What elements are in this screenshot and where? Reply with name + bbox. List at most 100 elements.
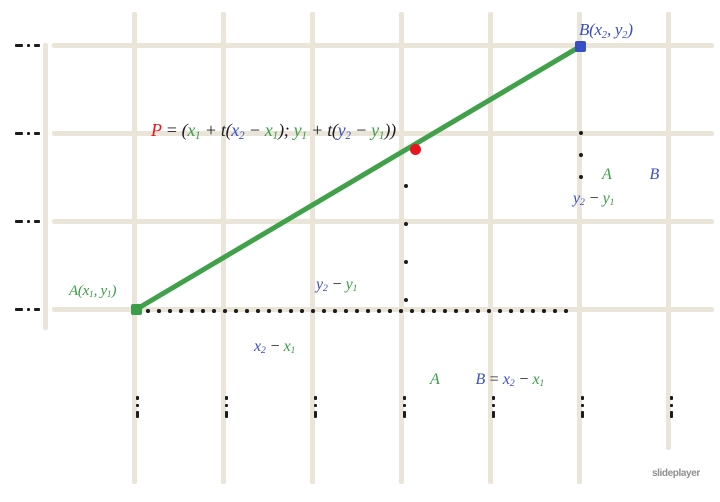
math-subscript: 1 — [352, 283, 358, 295]
math-token: P — [151, 120, 162, 140]
math-token: B — [649, 166, 659, 183]
construction-dot — [399, 309, 403, 313]
segment-ab-line — [134, 43, 582, 312]
y-axis-tick-dash — [34, 132, 40, 135]
construction-dot — [498, 309, 502, 313]
construction-dot — [179, 309, 183, 313]
math-token: y2 — [614, 20, 628, 41]
math-subscript: 1 — [301, 129, 307, 142]
math-token: B — [475, 371, 485, 388]
math-token: t — [327, 120, 332, 140]
construction-dot — [355, 309, 359, 313]
x-axis-tick-dash — [314, 411, 317, 418]
math-token: x2 — [502, 371, 515, 390]
right-dy-label: y2 − y1 — [573, 190, 614, 208]
y-axis-tick-dash — [27, 132, 30, 135]
math-token: , — [606, 20, 615, 39]
math-token: − — [244, 120, 265, 140]
grid-hline — [52, 130, 714, 136]
construction-dot — [223, 309, 227, 313]
x-axis-tick-dash — [670, 396, 673, 400]
grid-hline — [52, 42, 714, 48]
math-token: x1 — [82, 283, 94, 301]
math-token: x1 — [187, 120, 201, 142]
math-token: ( — [77, 283, 83, 299]
math-token: x1 — [283, 338, 296, 357]
math-token: ( — [589, 20, 595, 39]
construction-dot — [344, 309, 348, 313]
x-axis-tick-dash — [670, 411, 673, 418]
math-subscript: 1 — [539, 378, 545, 390]
math-token: x2 — [231, 120, 245, 142]
grid-hline — [52, 306, 714, 312]
construction-dot — [256, 309, 260, 313]
construction-dot — [146, 309, 150, 313]
construction-dot — [404, 184, 408, 188]
construction-dot — [465, 309, 469, 313]
x-axis-tick-dash — [492, 396, 495, 400]
x-axis-tick-dash — [492, 411, 495, 418]
math-token: y1 — [371, 120, 385, 142]
grid-vline — [309, 12, 315, 484]
math-subscript: 1 — [88, 290, 94, 301]
x-axis-tick-dash — [403, 396, 406, 400]
construction-dot — [421, 309, 425, 313]
math-token: ( — [331, 120, 338, 140]
construction-dot — [454, 309, 458, 313]
y-axis-tick-dash — [15, 220, 23, 223]
grid-hline — [52, 218, 714, 224]
y-axis-tick-dash — [15, 44, 23, 47]
point-a-label: A(x1, y1) — [69, 283, 117, 301]
construction-dot — [300, 309, 304, 313]
math-token: x1 — [264, 120, 279, 142]
construction-dot — [404, 222, 408, 226]
math-token: ) — [627, 20, 633, 39]
construction-dot — [410, 309, 414, 313]
construction-dot — [168, 309, 172, 313]
math-token: − — [584, 190, 603, 207]
y-axis-tick-dash — [27, 220, 30, 223]
math-token: ); — [278, 120, 294, 140]
math-subscript: 1 — [106, 290, 112, 301]
math-subscript: 2 — [345, 129, 351, 142]
construction-dot — [388, 309, 392, 313]
construction-dot — [377, 309, 381, 313]
construction-dot — [366, 309, 370, 313]
math-token: A — [430, 371, 440, 388]
math-subscript: 2 — [601, 29, 607, 41]
construction-dot — [157, 309, 161, 313]
construction-dot — [404, 260, 408, 264]
math-token: y1 — [100, 283, 112, 301]
x-axis-tick-dash — [670, 404, 673, 407]
x-axis-tick-dash — [403, 411, 406, 418]
construction-dot — [579, 153, 583, 157]
x-axis-tick-dash — [136, 396, 139, 400]
x-axis-tick-dash — [581, 404, 584, 407]
math-token: )) — [384, 120, 396, 140]
bottom-distance-label: A B = x2 − x1 — [430, 371, 544, 389]
math-token: x1 — [532, 371, 545, 390]
point-a-marker — [130, 303, 142, 315]
construction-dot — [278, 309, 282, 313]
math-token: t — [220, 120, 226, 140]
math-token: A — [69, 283, 78, 299]
math-subscript: 1 — [195, 129, 201, 142]
point-b-marker — [574, 40, 586, 52]
math-subscript: 1 — [290, 345, 296, 357]
math-token: B — [579, 20, 590, 39]
construction-dot — [404, 298, 408, 302]
construction-dot — [234, 309, 238, 313]
math-subscript: 2 — [509, 378, 515, 390]
grid-vline — [131, 12, 137, 484]
x-axis-tick-dash — [492, 404, 495, 407]
y-axis-tick-dash — [27, 44, 30, 47]
math-subscript: 2 — [622, 29, 628, 41]
construction-dot — [212, 309, 216, 313]
y-axis-tick-dash — [15, 308, 23, 311]
x-axis-tick-dash — [581, 411, 584, 418]
delta-y-label: y2 − y1 — [316, 276, 357, 294]
x-axis-tick-dash — [314, 404, 317, 407]
math-token: − — [350, 120, 372, 140]
math-token: , — [93, 283, 101, 299]
construction-dot — [509, 309, 513, 313]
